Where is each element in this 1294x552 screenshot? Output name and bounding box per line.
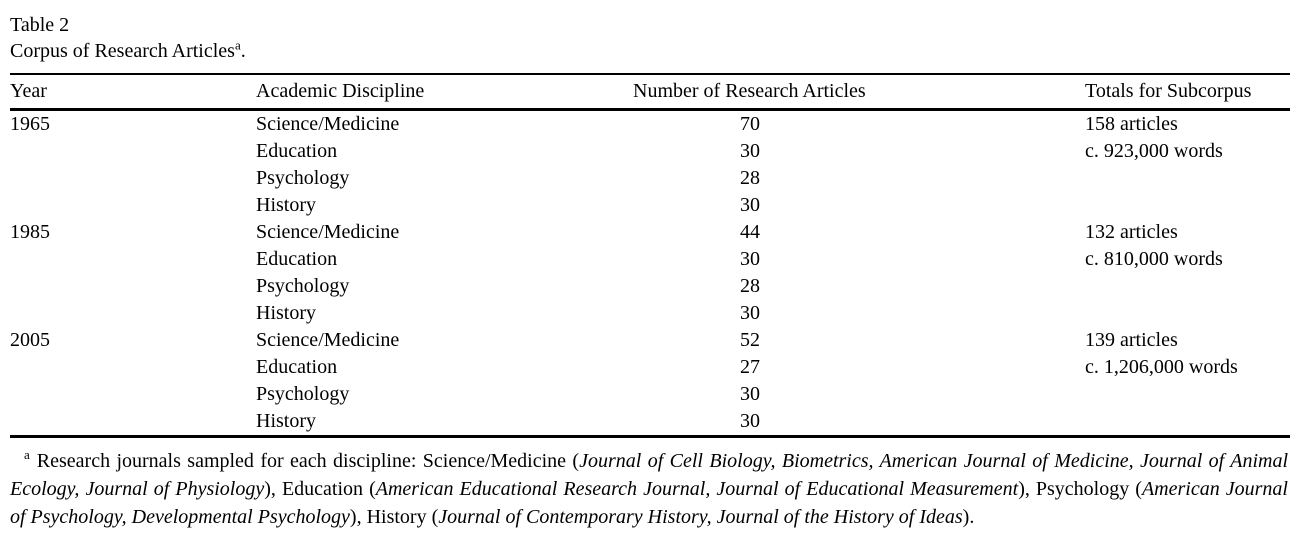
year-cell: 1965 [10,113,50,135]
discipline-cell: Education [256,248,338,270]
discipline-cell: Science/Medicine [256,221,400,243]
year-cell [10,273,256,300]
year-cell [10,300,256,327]
discipline-cell: Science/Medicine [256,113,400,135]
footnote-text: Research journals sampled for each disci… [36,450,580,472]
discipline-cell: Science/Medicine [256,329,400,351]
totals-articles-cell: 139 articles [1085,329,1178,351]
discipline-cell: History [256,302,316,324]
table-row: History 30 [10,408,1290,435]
table-row: Psychology 28 [10,165,1290,192]
year-cell [10,408,256,435]
table-header-row: Year Academic Discipline Number of Resea… [10,75,1290,108]
discipline-cell: Education [256,140,338,162]
articles-count-cell: 30 [740,140,760,162]
articles-count-cell: 30 [740,248,760,270]
discipline-cell: Psychology [256,167,350,189]
totals-empty-cell [1085,300,1290,327]
year-cell [10,165,256,192]
discipline-cell: Psychology [256,275,350,297]
footnote-journals-psychology: American Journal of Psychology, Developm… [10,478,1288,528]
table-label: Table 2 [10,14,70,36]
totals-articles-cell: 132 articles [1085,221,1178,243]
footnote-text: ). [962,506,975,528]
articles-count-cell: 30 [740,302,760,324]
column-header-year: Year [10,80,47,102]
table-caption: Corpus of Research Articlesa. [10,38,1290,65]
column-header-totals: Totals for Subcorpus [1085,80,1252,102]
totals-words-cell: c. 923,000 words [1085,140,1223,162]
year-cell: 1985 [10,221,50,243]
table-body: 1965 Science/Medicine 70 158 articles Ed… [10,111,1290,435]
footnote-text: ), Psychology ( [1018,478,1142,500]
articles-count-cell: 30 [740,410,760,432]
caption-period: . [240,40,246,62]
footnote-marker: a [24,447,30,463]
year-cell [10,354,256,381]
table-top-rule [10,73,1290,75]
column-header-discipline: Academic Discipline [256,80,425,102]
table-header-rule [10,108,1290,111]
articles-count-cell: 28 [740,167,760,189]
table-row: Education 27 c. 1,206,000 words [10,354,1290,381]
table-row: 1965 Science/Medicine 70 158 articles [10,111,1290,138]
footnote-text: ), Education ( [264,478,376,500]
discipline-cell: History [256,194,316,216]
footnote-text: ), History ( [349,506,439,528]
year-cell [10,381,256,408]
footnote-journals-history: Journal of Contemporary History, Journal… [438,506,963,528]
totals-empty-cell [1085,273,1290,300]
totals-words-cell: c. 810,000 words [1085,248,1223,270]
totals-articles-cell: 158 articles [1085,113,1178,135]
articles-count-cell: 27 [740,356,760,378]
articles-count-cell: 30 [740,194,760,216]
articles-count-cell: 70 [740,113,760,135]
table-footnote: a Research journals sampled for each disc… [10,447,1290,531]
table-row: Education 30 c. 923,000 words [10,138,1290,165]
table-row: Education 30 c. 810,000 words [10,246,1290,273]
year-cell [10,138,256,165]
totals-empty-cell [1085,408,1290,435]
column-header-articles: Number of Research Articles [633,80,866,102]
articles-count-cell: 28 [740,275,760,297]
year-cell [10,192,256,219]
totals-words-cell: c. 1,206,000 words [1085,356,1238,378]
year-cell [10,246,256,273]
totals-empty-cell [1085,165,1290,192]
totals-empty-cell [1085,381,1290,408]
discipline-cell: Psychology [256,383,350,405]
caption-footnote-marker: a [234,37,241,53]
table-row: 2005 Science/Medicine 52 139 articles [10,327,1290,354]
discipline-cell: Education [256,356,338,378]
articles-count-cell: 30 [740,383,760,405]
articles-count-cell: 52 [740,329,760,351]
table-row: 1985 Science/Medicine 44 132 articles [10,219,1290,246]
table-row: Psychology 28 [10,273,1290,300]
discipline-cell: History [256,410,316,432]
year-cell: 2005 [10,329,50,351]
articles-count-cell: 44 [740,221,760,243]
table-row: Psychology 30 [10,381,1290,408]
table-row: History 30 [10,192,1290,219]
caption-text: Corpus of Research Articles [10,40,235,62]
paper-table-figure: Table 2 Corpus of Research Articlesa. Ye… [10,14,1290,531]
table-row: History 30 [10,300,1290,327]
footnote-journals-education: American Educational Research Journal, J… [375,478,1019,500]
table-bottom-rule [10,435,1290,438]
footnote-journals-science: Journal of Cell Biology, Biometrics, Ame… [10,450,1288,500]
totals-empty-cell [1085,192,1290,219]
